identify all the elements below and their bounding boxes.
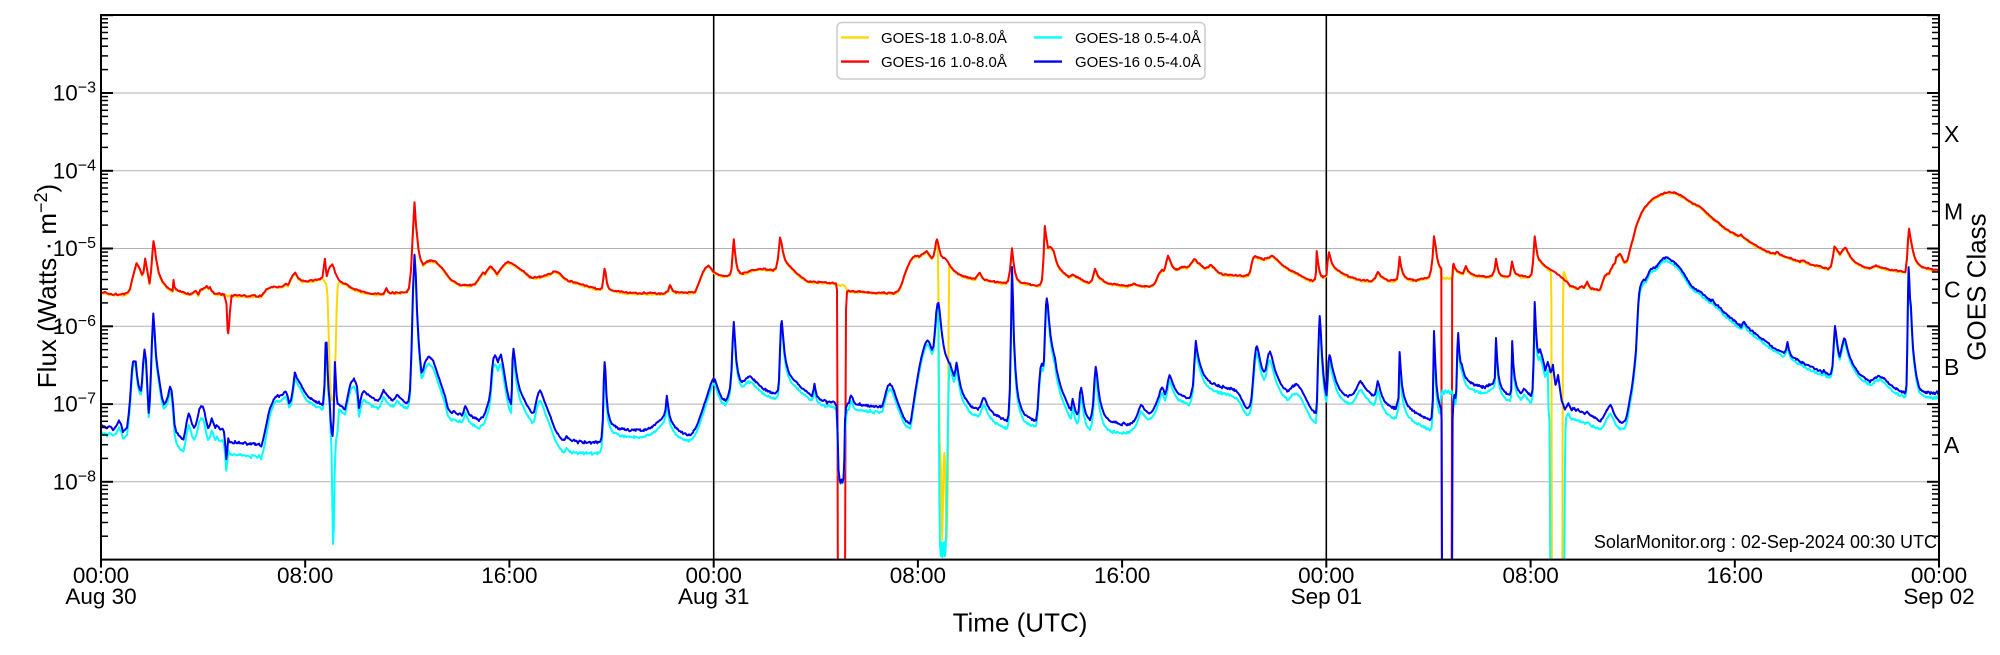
svg-text:00:00: 00:00 bbox=[1298, 563, 1354, 588]
svg-text:Flux (Watts · m−2): Flux (Watts · m−2) bbox=[31, 184, 62, 388]
svg-text:Sep 02: Sep 02 bbox=[1903, 584, 1974, 609]
svg-text:GOES-16 0.5-4.0Å: GOES-16 0.5-4.0Å bbox=[1075, 54, 1201, 71]
svg-text:08:00: 08:00 bbox=[1502, 563, 1558, 588]
svg-text:GOES-18 1.0-8.0Å: GOES-18 1.0-8.0Å bbox=[881, 30, 1007, 47]
svg-text:GOES-16 1.0-8.0Å: GOES-16 1.0-8.0Å bbox=[881, 54, 1007, 71]
svg-text:A: A bbox=[1944, 432, 1960, 458]
svg-text:GOES-18 0.5-4.0Å: GOES-18 0.5-4.0Å bbox=[1075, 30, 1201, 47]
svg-text:08:00: 08:00 bbox=[890, 563, 946, 588]
svg-text:X: X bbox=[1944, 121, 1959, 147]
svg-text:10−8: 10−8 bbox=[53, 468, 96, 494]
svg-text:SolarMonitor.org : 02-Sep-2024: SolarMonitor.org : 02-Sep-2024 00:30 UTC bbox=[1594, 532, 1937, 552]
svg-text:16:00: 16:00 bbox=[1094, 563, 1150, 588]
svg-text:16:00: 16:00 bbox=[1707, 563, 1763, 588]
svg-text:Sep 01: Sep 01 bbox=[1291, 584, 1362, 609]
svg-text:C: C bbox=[1944, 276, 1961, 302]
svg-text:GOES Class: GOES Class bbox=[1962, 213, 1992, 360]
svg-text:16:00: 16:00 bbox=[481, 563, 537, 588]
svg-text:00:00: 00:00 bbox=[1911, 563, 1967, 588]
svg-text:00:00: 00:00 bbox=[73, 563, 129, 588]
svg-text:Aug 31: Aug 31 bbox=[678, 584, 749, 609]
svg-text:08:00: 08:00 bbox=[277, 563, 333, 588]
svg-text:Time (UTC): Time (UTC) bbox=[953, 608, 1088, 638]
svg-text:00:00: 00:00 bbox=[686, 563, 742, 588]
svg-text:Aug 30: Aug 30 bbox=[65, 584, 136, 609]
svg-text:M: M bbox=[1944, 199, 1963, 225]
svg-text:B: B bbox=[1944, 354, 1959, 380]
